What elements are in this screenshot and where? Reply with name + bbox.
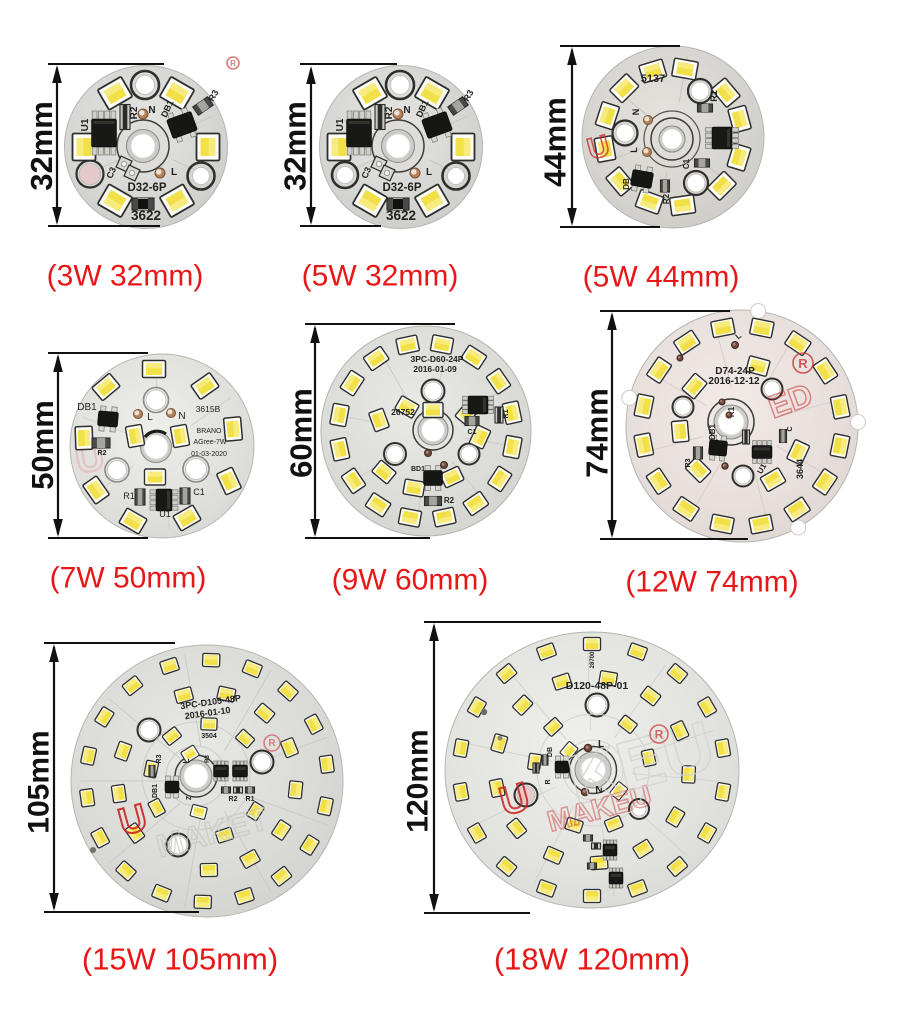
svg-text:C3: C3 bbox=[359, 165, 373, 180]
svg-text:105mm: 105mm bbox=[23, 730, 56, 833]
svg-text:L: L bbox=[147, 412, 153, 423]
svg-text:26752: 26752 bbox=[391, 407, 415, 417]
svg-text:C1: C1 bbox=[193, 487, 205, 497]
svg-text:R: R bbox=[268, 738, 276, 749]
svg-text:U1: U1 bbox=[159, 509, 171, 519]
svg-text:2016-12-12: 2016-12-12 bbox=[708, 376, 760, 387]
svg-text:AGree-7W: AGree-7W bbox=[193, 439, 226, 446]
svg-text:(7W 50mm): (7W 50mm) bbox=[50, 562, 207, 595]
svg-text:32mm: 32mm bbox=[24, 101, 59, 191]
svg-text:L: L bbox=[426, 167, 432, 178]
svg-text:R2: R2 bbox=[129, 106, 140, 119]
svg-text:C: C bbox=[787, 426, 794, 431]
svg-text:2016-01-09: 2016-01-09 bbox=[413, 364, 457, 374]
svg-text:(12W 74mm): (12W 74mm) bbox=[625, 566, 798, 599]
svg-text:R2: R2 bbox=[229, 796, 238, 803]
svg-text:01-03-2020: 01-03-2020 bbox=[191, 451, 227, 458]
svg-text:R2: R2 bbox=[444, 496, 455, 505]
svg-text:N: N bbox=[631, 109, 641, 116]
svg-text:3622: 3622 bbox=[386, 208, 416, 223]
svg-text:(3W 32mm): (3W 32mm) bbox=[47, 260, 204, 293]
svg-text:R1: R1 bbox=[123, 491, 135, 501]
svg-text:C3: C3 bbox=[104, 165, 118, 180]
svg-text:R: R bbox=[230, 59, 236, 68]
svg-text:L: L bbox=[598, 739, 604, 750]
svg-text:(18W 120mm): (18W 120mm) bbox=[494, 942, 690, 977]
svg-text:R2: R2 bbox=[384, 106, 395, 119]
svg-text:N: N bbox=[595, 785, 602, 796]
svg-text:L: L bbox=[734, 331, 744, 341]
svg-text:60mm: 60mm bbox=[284, 388, 319, 478]
svg-text:3615B: 3615B bbox=[196, 404, 221, 414]
svg-text:R1: R1 bbox=[727, 406, 736, 417]
svg-text:28700: 28700 bbox=[590, 651, 596, 668]
svg-text:74mm: 74mm bbox=[580, 388, 615, 478]
svg-text:L: L bbox=[629, 147, 639, 153]
svg-text:50mm: 50mm bbox=[25, 400, 60, 490]
svg-text:44mm: 44mm bbox=[538, 97, 573, 187]
svg-text:Z: Z bbox=[186, 795, 193, 800]
svg-text:32mm: 32mm bbox=[278, 101, 313, 191]
svg-text:R3: R3 bbox=[685, 458, 692, 467]
svg-text:(5W 32mm): (5W 32mm) bbox=[302, 260, 459, 293]
svg-text:3504: 3504 bbox=[201, 733, 217, 740]
svg-text:R: R bbox=[545, 779, 552, 784]
svg-text:R1: R1 bbox=[709, 90, 719, 102]
svg-text:R3: R3 bbox=[461, 88, 475, 103]
svg-text:L: L bbox=[182, 758, 191, 763]
svg-text:R1: R1 bbox=[246, 796, 255, 803]
svg-text:R1: R1 bbox=[503, 409, 510, 418]
svg-text:(9W 60mm): (9W 60mm) bbox=[332, 564, 489, 597]
svg-text:C1: C1 bbox=[468, 429, 477, 436]
svg-text:3644: 3644 bbox=[795, 459, 805, 479]
svg-text:R3: R3 bbox=[156, 754, 163, 763]
svg-text:DB: DB bbox=[547, 747, 554, 757]
svg-text:3PC-D60-24P: 3PC-D60-24P bbox=[411, 354, 464, 364]
svg-text:(5W 44mm): (5W 44mm) bbox=[583, 261, 740, 294]
svg-text:D120-48P-01: D120-48P-01 bbox=[566, 680, 629, 692]
svg-text:DB: DB bbox=[622, 178, 631, 190]
svg-text:N: N bbox=[403, 105, 410, 116]
svg-text:3622: 3622 bbox=[131, 208, 161, 223]
svg-text:(15W 105mm): (15W 105mm) bbox=[82, 942, 278, 977]
svg-text:R: R bbox=[655, 728, 664, 742]
svg-text:BD1: BD1 bbox=[411, 466, 425, 473]
svg-text:D74-24P: D74-24P bbox=[715, 366, 755, 377]
svg-text:R2: R2 bbox=[662, 193, 671, 204]
svg-text:L: L bbox=[171, 167, 177, 178]
svg-text:N: N bbox=[148, 105, 155, 116]
svg-text:R2: R2 bbox=[98, 450, 107, 457]
svg-text:BRANO: BRANO bbox=[197, 428, 222, 435]
svg-text:DB1: DB1 bbox=[152, 784, 159, 798]
svg-text:C1: C1 bbox=[682, 158, 691, 169]
svg-text:D32-6P: D32-6P bbox=[383, 182, 422, 194]
svg-text:R3: R3 bbox=[206, 88, 220, 103]
svg-text:120mm: 120mm bbox=[402, 729, 435, 832]
svg-text:U1: U1 bbox=[335, 118, 346, 131]
svg-text:U1: U1 bbox=[80, 118, 91, 131]
svg-text:5137: 5137 bbox=[641, 73, 665, 85]
svg-text:DB1: DB1 bbox=[708, 423, 717, 440]
svg-text:R: R bbox=[798, 356, 808, 371]
svg-text:R3: R3 bbox=[205, 755, 211, 763]
svg-text:N: N bbox=[178, 411, 185, 422]
svg-text:DB1: DB1 bbox=[77, 402, 97, 413]
svg-text:D32-6P: D32-6P bbox=[128, 182, 167, 194]
